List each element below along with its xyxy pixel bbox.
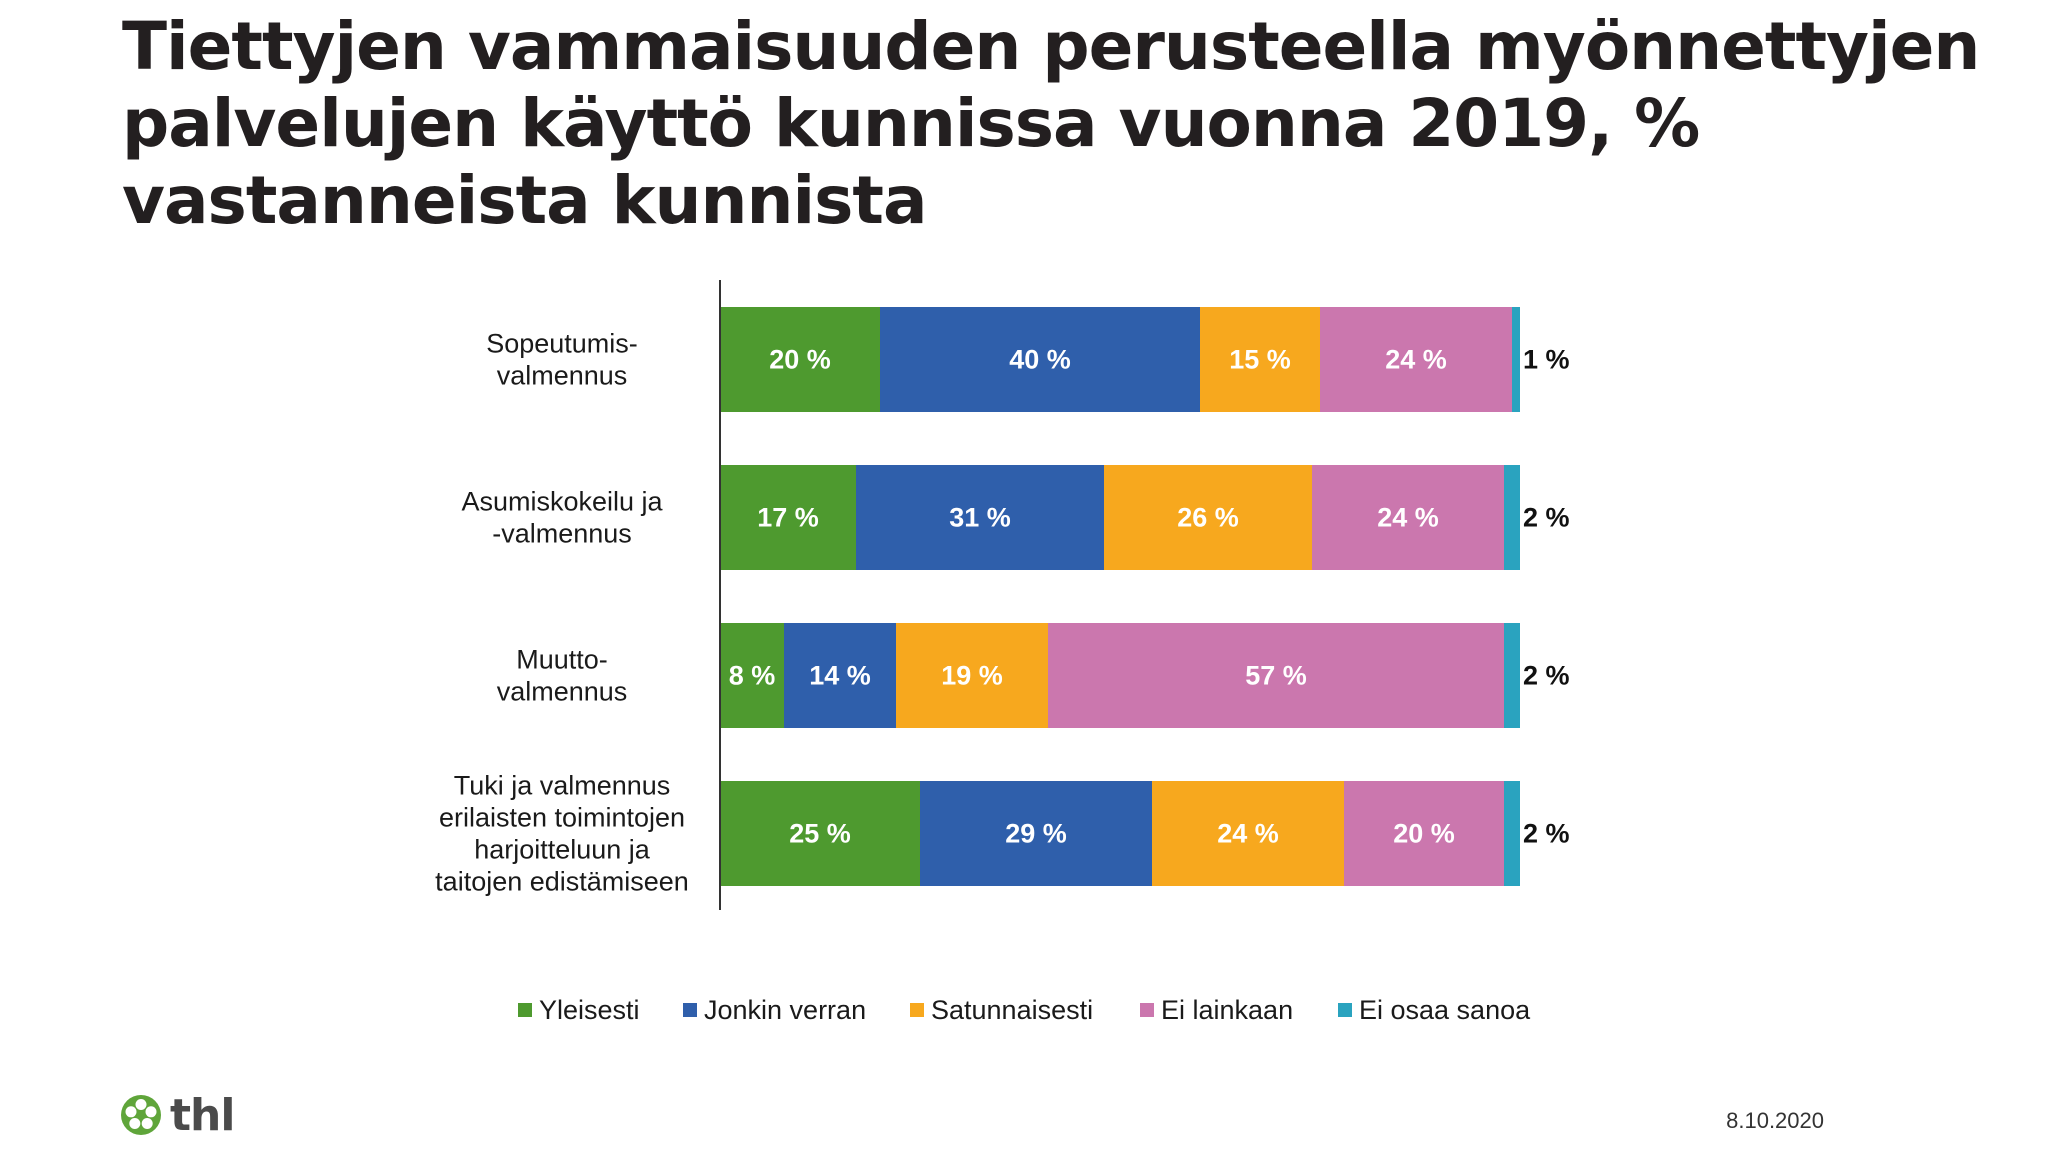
data-label-4-5: 2 %	[1523, 819, 1570, 849]
title-line-1: Tiettyjen vammaisuuden perusteella myönn…	[122, 8, 1980, 85]
legend-swatch-5	[1338, 1003, 1352, 1017]
logo-text: thl	[170, 1089, 235, 1141]
bar-segment-4-5	[1504, 781, 1520, 886]
bar-segment-3-5	[1504, 623, 1520, 728]
slide-date: 8.10.2020	[1726, 1108, 1824, 1133]
data-label-3-4: 57 %	[1245, 661, 1307, 691]
bar-segment-2-4	[1312, 465, 1504, 570]
category-label-4: Tuki ja valmennus erilaisten toimintojen h…	[435, 771, 689, 897]
legend-swatch-4	[1140, 1003, 1154, 1017]
bar-segment-4-3	[1152, 781, 1344, 886]
slide-title: Tiettyjen vammaisuuden perusteella myönn…	[122, 8, 1980, 239]
bar-segment-2-5	[1504, 465, 1520, 570]
category-label-3: Muutto-valmennus	[497, 645, 628, 707]
bar-segment-1-1	[720, 307, 880, 412]
category-label-line: Tuki ja valmennus	[454, 771, 671, 801]
category-label-line: Asumiskokeilu ja	[461, 487, 663, 517]
legend-swatch-1	[518, 1003, 532, 1017]
data-label-4-4: 20 %	[1393, 819, 1455, 849]
category-label-line: -valmennus	[492, 519, 632, 549]
title-line-2: palvelujen käyttö kunnissa vuonna 2019, …	[122, 85, 1700, 162]
data-label-3-2: 14 %	[809, 661, 871, 691]
bar-segment-1-2	[880, 307, 1200, 412]
category-label-line: valmennus	[497, 361, 628, 391]
legend-label-1: Yleisesti	[539, 995, 640, 1025]
legend-label-4: Ei lainkaan	[1161, 995, 1293, 1025]
legend-label-3: Satunnaisesti	[931, 995, 1093, 1025]
bar-segment-2-3	[1104, 465, 1312, 570]
data-label-4-3: 24 %	[1217, 819, 1279, 849]
legend-swatch-3	[910, 1003, 924, 1017]
thl-logo: thl	[120, 1089, 235, 1141]
category-labels: Sopeutumis-valmennus Asumiskokeilu ja -val…	[435, 329, 689, 897]
data-label-3-5: 2 %	[1523, 661, 1570, 691]
category-label-line: erilaisten toimintojen	[439, 803, 685, 833]
bar-segment-1-3	[1200, 307, 1320, 412]
data-label-1-4: 24 %	[1385, 345, 1447, 375]
category-label-line: taitojen edistämiseen	[435, 867, 689, 897]
bar-segment-1-4	[1320, 307, 1512, 412]
data-label-3-1: 8 %	[729, 661, 776, 691]
bar-segment-3-3	[896, 623, 1048, 728]
data-label-3-3: 19 %	[941, 661, 1003, 691]
bar-segment-4-1	[720, 781, 920, 886]
bar-segment-3-4	[1048, 623, 1504, 728]
data-label-2-4: 24 %	[1377, 503, 1439, 533]
data-label-1-2: 40 %	[1009, 345, 1071, 375]
category-label-line: harjoitteluun ja	[474, 835, 651, 865]
bar-segment-2-2	[856, 465, 1104, 570]
bars-layer: 20 % 40 % 15 % 24 % 1 % 17 % 31 % 26 % 24 % 2 % 8 …	[720, 307, 1570, 886]
data-label-4-1: 25 %	[789, 819, 851, 849]
data-label-2-1: 17 %	[757, 503, 819, 533]
title-line-3: vastanneista kunnista	[122, 162, 927, 239]
bar-segment-4-2	[920, 781, 1152, 886]
legend-swatch-2	[683, 1003, 697, 1017]
data-label-4-2: 29 %	[1005, 819, 1067, 849]
data-label-2-2: 31 %	[949, 503, 1011, 533]
data-label-2-3: 26 %	[1177, 503, 1239, 533]
bar-segment-1-5	[1512, 307, 1520, 412]
bar-segment-4-4	[1344, 781, 1504, 886]
data-label-1-1: 20 %	[769, 345, 831, 375]
category-label-line: Muutto-	[516, 645, 608, 675]
data-label-2-5: 2 %	[1523, 503, 1570, 533]
bar-segment-3-1	[720, 623, 784, 728]
flower-logo-icon	[121, 1095, 161, 1135]
data-label-1-5: 1 %	[1523, 345, 1570, 375]
bar-segment-3-2	[784, 623, 896, 728]
data-label-1-3: 15 %	[1229, 345, 1291, 375]
bar-segment-2-1	[720, 465, 856, 570]
category-label-line: Sopeutumis-	[486, 329, 638, 359]
category-label-1: Sopeutumis-valmennus	[486, 329, 638, 391]
legend-label-2: Jonkin verran	[704, 995, 866, 1025]
category-label-line: valmennus	[497, 677, 628, 707]
legend-label-5: Ei osaa sanoa	[1359, 995, 1531, 1025]
chart-legend: Yleisesti Jonkin verran Satunnaisesti Ei la…	[518, 995, 1531, 1025]
category-label-2: Asumiskokeilu ja -valmennus	[461, 487, 663, 549]
